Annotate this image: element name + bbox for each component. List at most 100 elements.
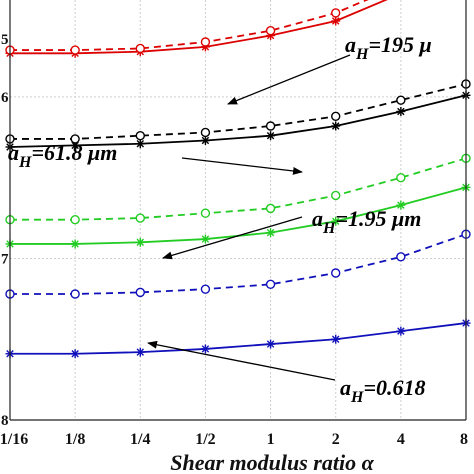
star-stroke [71,350,79,358]
annotation-arrow [181,157,303,175]
star-stroke [397,107,405,116]
data-point-circle [200,127,211,138]
data-point-star [200,234,210,244]
data-point-star [266,339,276,349]
data-point-circle [70,134,80,144]
x-tick-label: 1/2 [195,431,215,448]
star-stroke [136,238,145,247]
data-point-circle [200,284,211,294]
y-tick-label: 8 [1,413,9,429]
star-stroke [71,240,79,248]
data-point-circle [331,190,341,201]
x-tick-label: 1/4 [130,431,150,448]
annotation-label-subscript: H [350,389,364,406]
star-stroke [136,140,145,148]
data-point-circle [331,268,341,278]
annotation-label: aH=1.95 μm [312,206,421,237]
data-point-circle [265,279,276,290]
data-point-circle [135,287,145,298]
x-tick-label: 1 [267,431,275,448]
data-point-star [135,139,145,149]
series-layer [9,0,467,355]
annotation-label-value: =1.95 μm [335,206,421,231]
star-stroke [266,340,275,348]
x-tick-label: 8 [460,431,468,448]
star-stroke [397,327,405,335]
data-point-star [331,334,341,344]
data-point-circle [331,8,341,18]
x-tick-label: 4 [397,431,405,448]
y-tick-label: 6 [1,90,9,106]
annotation-label: aH=195 μ [345,32,432,63]
star-stroke [397,201,405,209]
series-line-ah-61-8-solid [9,94,467,148]
data-point-circle [200,208,211,218]
annotation-label-subscript: H [322,220,336,237]
series-line-ah-0-618-solid [10,322,467,355]
data-point-circle [265,121,276,131]
star-stroke [266,131,275,140]
star-stroke [331,17,340,25]
y-tick-label: 7 [1,251,9,267]
data-point-star [135,237,145,247]
data-point-circle [200,37,211,47]
data-point-circle [135,130,145,141]
series-line-ah-0-618-dashed [10,233,467,295]
annotation-label-a: a [345,32,356,57]
data-point-circle [70,289,80,299]
x-tick-label: 1/16 [0,431,28,448]
star-stroke [331,335,340,343]
x-tick-label: 2 [332,431,340,448]
annotation-arrow [227,54,351,105]
annotation-label: aH=0.618 [340,375,426,406]
data-point-star [200,344,210,354]
data-point-star [70,349,80,359]
data-point-circle [331,111,341,122]
annotation-label-subscript: H [18,154,32,171]
data-point-circle [396,252,406,262]
data-point-star [396,326,406,336]
data-point-star [200,136,210,146]
annotation-label-value: =195 μ [368,32,431,57]
data-point-circle [135,213,145,223]
x-tick-label: 1/8 [65,431,85,448]
data-point-circle [70,45,80,55]
annotation-arrow [162,216,303,260]
data-point-star [331,16,341,26]
annotation-label-a: a [312,206,323,231]
y-tick-label: 5 [1,32,9,48]
axes-layer: 1/16 1/8 1/4 1/2 1 2 4 8 8 7 6 5 [0,0,468,448]
data-point-star [135,347,145,357]
annotation-label-subscript: H [355,46,369,63]
annotation-label-value: =0.618 [363,375,425,400]
annotation-label-a: a [340,375,351,400]
star-stroke [201,136,210,145]
series-line-ah-1-95-dashed [10,157,467,221]
series-line-ah-195-dashed [10,0,369,51]
star-stroke [331,217,340,226]
star-stroke [201,235,210,243]
data-point-star [331,216,341,226]
data-point-star [396,200,406,210]
x-axis-title: Shear modulus ratio α [170,450,374,474]
data-point-star [396,106,406,116]
annotation-label: aH=61.8 μm [8,140,117,171]
data-point-circle [265,203,276,214]
data-point-circle [396,95,406,105]
data-point-circle [135,43,145,54]
star-stroke [266,228,275,237]
star-stroke [331,122,340,130]
data-point-circle [396,172,406,183]
data-point-circle [70,214,80,225]
data-point-star [70,239,80,249]
star-stroke [71,141,79,150]
data-point-circle [265,25,276,36]
annotation-label-a: a [8,140,19,165]
star-stroke [201,345,210,353]
star-stroke [136,348,145,356]
data-point-star [266,131,276,141]
annotation-label-value: =61.8 μm [31,140,117,165]
data-point-star [266,228,276,238]
